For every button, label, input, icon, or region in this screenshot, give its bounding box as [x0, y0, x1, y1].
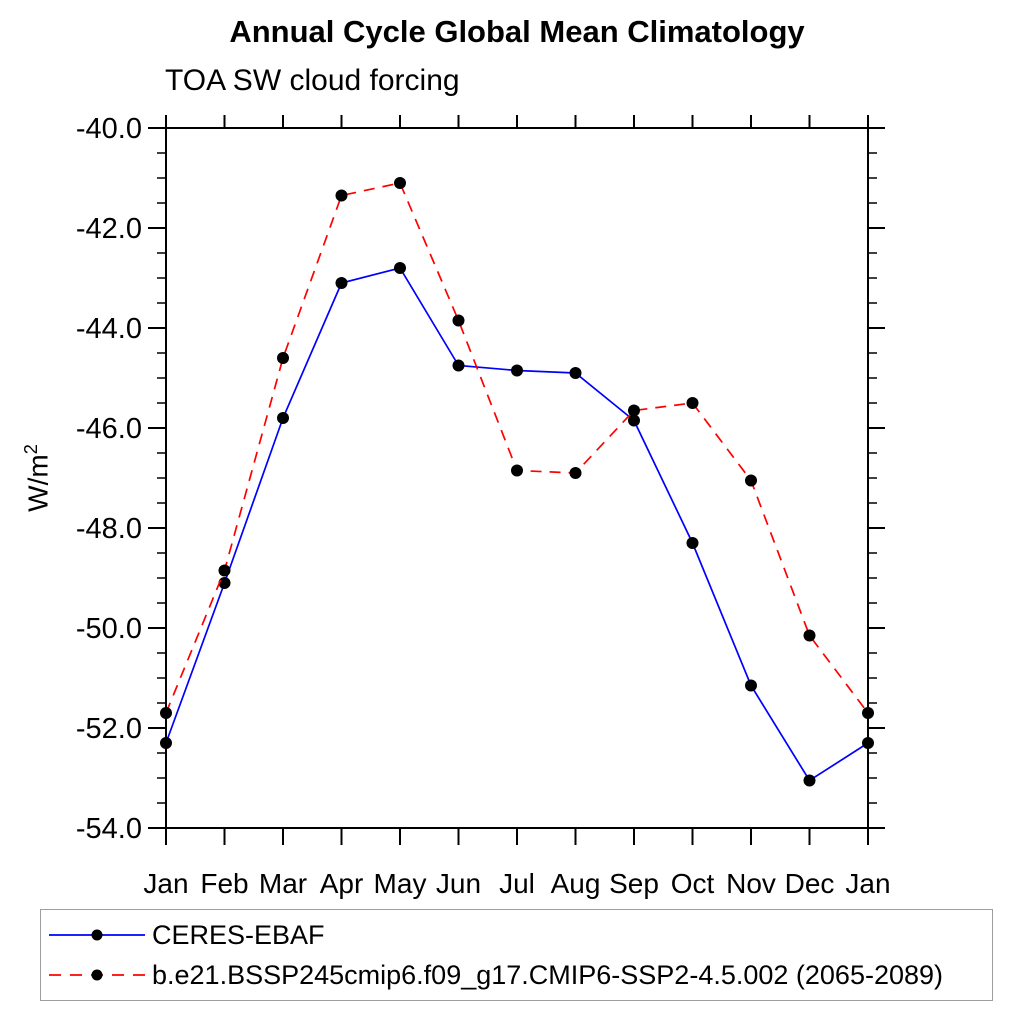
data-point: [218, 564, 231, 577]
x-tick-label: Jan: [143, 868, 188, 899]
y-tick-label: -50.0: [76, 613, 142, 645]
x-tick-label: Mar: [259, 868, 307, 899]
data-point: [160, 707, 172, 719]
chart-subtitle: TOA SW cloud forcing: [165, 64, 460, 97]
data-point: [803, 774, 816, 787]
data-point: [862, 737, 874, 749]
x-tick-label: Jul: [499, 868, 535, 899]
y-tick-label: -42.0: [76, 213, 142, 245]
data-point: [394, 262, 406, 274]
data-point: [511, 364, 523, 377]
plot-frame: [165, 127, 869, 829]
legend-label-model-run: b.e21.BSSP245cmip6.f09_g17.CMIP6-SSP2-4.…: [152, 959, 944, 990]
x-tick-label: Nov: [726, 868, 776, 899]
x-tick-label: Aug: [551, 868, 601, 899]
data-point: [569, 367, 582, 379]
data-point: [394, 177, 406, 189]
x-tick-label: Dec: [785, 868, 835, 899]
legend: CERES-EBAF b.e21.BSSP245cmip6.f09_g17.CM…: [40, 909, 993, 1001]
data-point: [745, 679, 757, 692]
legend-item-ceres-ebaf: CERES-EBAF: [47, 920, 992, 950]
data-point: [452, 359, 465, 372]
y-tick-label: -44.0: [76, 313, 142, 345]
x-tick-label: Sep: [609, 868, 659, 899]
data-point: [628, 404, 640, 417]
data-point: [862, 707, 874, 719]
legend-line-dashed-icon: [49, 969, 145, 981]
data-point: [569, 467, 582, 479]
data-point: [686, 537, 699, 549]
data-point: [218, 577, 231, 589]
legend-label-ceres-ebaf: CERES-EBAF: [152, 919, 325, 950]
y-tick-label: -46.0: [76, 413, 142, 445]
data-point: [452, 314, 465, 327]
x-tick-label: Jan: [845, 868, 890, 899]
y-tick-label: -40.0: [76, 113, 142, 145]
series-line-1: [165, 182, 869, 714]
data-point: [335, 277, 348, 289]
x-tick-label: Apr: [320, 868, 364, 899]
y-tick-label: -54.0: [76, 813, 142, 845]
data-point: [335, 189, 348, 202]
data-point: [511, 464, 523, 477]
x-tick-label: Feb: [200, 868, 248, 899]
legend-line-solid-icon: [49, 929, 145, 941]
y-tick-label: -48.0: [76, 513, 142, 545]
data-point: [628, 414, 640, 427]
x-tick-label: Oct: [671, 868, 715, 899]
legend-item-model-run: b.e21.BSSP245cmip6.f09_g17.CMIP6-SSP2-4.…: [47, 960, 992, 990]
data-point: [745, 474, 757, 487]
data-point: [277, 352, 289, 364]
data-point: [160, 737, 172, 749]
data-point: [803, 629, 816, 642]
y-tick-label: -52.0: [76, 713, 142, 745]
data-point: [686, 397, 699, 409]
series-line-0: [165, 267, 869, 782]
x-tick-label: May: [374, 868, 427, 899]
chart-title: Annual Cycle Global Mean Climatology: [229, 14, 805, 49]
data-point: [277, 412, 289, 424]
x-tick-label: Jun: [436, 868, 481, 899]
